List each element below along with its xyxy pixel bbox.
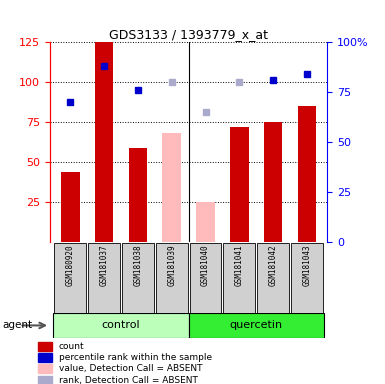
Bar bbox=[298, 106, 316, 242]
Text: quercetin: quercetin bbox=[230, 320, 283, 331]
Title: GDS3133 / 1393779_x_at: GDS3133 / 1393779_x_at bbox=[109, 28, 268, 41]
Text: GSM180920: GSM180920 bbox=[66, 244, 75, 286]
FancyBboxPatch shape bbox=[156, 243, 187, 313]
Text: GSM181039: GSM181039 bbox=[167, 244, 176, 286]
Bar bbox=[162, 133, 181, 242]
Text: GSM181041: GSM181041 bbox=[235, 244, 244, 286]
Text: value, Detection Call = ABSENT: value, Detection Call = ABSENT bbox=[59, 364, 202, 373]
Bar bbox=[38, 364, 52, 373]
FancyBboxPatch shape bbox=[122, 243, 154, 313]
Text: control: control bbox=[102, 320, 141, 331]
Text: agent: agent bbox=[2, 320, 32, 331]
Bar bbox=[38, 353, 52, 362]
Bar bbox=[129, 148, 147, 242]
FancyBboxPatch shape bbox=[190, 243, 221, 313]
Bar bbox=[95, 42, 114, 242]
Bar bbox=[38, 376, 52, 384]
Bar bbox=[61, 172, 80, 242]
FancyBboxPatch shape bbox=[223, 243, 255, 313]
Bar bbox=[230, 127, 249, 242]
Text: GSM181040: GSM181040 bbox=[201, 244, 210, 286]
FancyBboxPatch shape bbox=[88, 243, 120, 313]
Text: GSM181042: GSM181042 bbox=[269, 244, 278, 286]
FancyBboxPatch shape bbox=[54, 313, 189, 338]
FancyBboxPatch shape bbox=[189, 313, 324, 338]
Text: GSM181038: GSM181038 bbox=[134, 244, 142, 286]
FancyBboxPatch shape bbox=[257, 243, 289, 313]
Text: percentile rank within the sample: percentile rank within the sample bbox=[59, 353, 212, 362]
Text: rank, Detection Call = ABSENT: rank, Detection Call = ABSENT bbox=[59, 376, 198, 384]
FancyBboxPatch shape bbox=[291, 243, 323, 313]
Text: GSM181037: GSM181037 bbox=[100, 244, 109, 286]
Bar bbox=[38, 342, 52, 351]
Bar bbox=[264, 122, 283, 242]
Text: count: count bbox=[59, 342, 84, 351]
FancyBboxPatch shape bbox=[54, 243, 86, 313]
Text: GSM181043: GSM181043 bbox=[303, 244, 311, 286]
Bar bbox=[196, 202, 215, 242]
